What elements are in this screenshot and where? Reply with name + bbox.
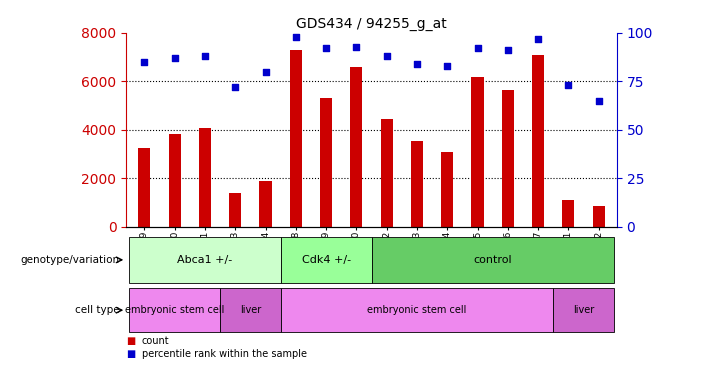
Point: [533, 36, 544, 42]
Bar: [592, 206, 605, 227]
Bar: [532, 55, 544, 227]
FancyBboxPatch shape: [220, 288, 280, 332]
Text: Abca1 +/-: Abca1 +/-: [177, 255, 233, 265]
Point: [260, 69, 271, 75]
Bar: [138, 148, 151, 227]
Point: [139, 59, 150, 65]
Text: percentile rank within the sample: percentile rank within the sample: [142, 349, 306, 359]
Point: [563, 82, 574, 88]
FancyBboxPatch shape: [129, 288, 220, 332]
FancyBboxPatch shape: [280, 288, 553, 332]
Text: ■: ■: [126, 336, 135, 346]
Bar: [411, 141, 423, 227]
Bar: [168, 134, 181, 227]
Point: [442, 63, 453, 69]
Bar: [229, 193, 241, 227]
Text: embryonic stem cell: embryonic stem cell: [367, 305, 467, 315]
Text: liver: liver: [240, 305, 261, 315]
FancyBboxPatch shape: [280, 237, 372, 283]
Bar: [199, 127, 211, 227]
Text: embryonic stem cell: embryonic stem cell: [125, 305, 224, 315]
Point: [411, 61, 423, 67]
Point: [593, 98, 604, 104]
Point: [169, 55, 180, 61]
Point: [350, 44, 362, 49]
Bar: [381, 119, 393, 227]
Text: Cdk4 +/-: Cdk4 +/-: [301, 255, 350, 265]
Point: [381, 53, 393, 59]
Text: ■: ■: [126, 349, 135, 359]
Point: [290, 34, 301, 40]
Text: liver: liver: [573, 305, 594, 315]
Bar: [259, 181, 271, 227]
Bar: [320, 98, 332, 227]
Text: control: control: [473, 255, 512, 265]
Text: genotype/variation: genotype/variation: [20, 255, 119, 265]
Text: cell type: cell type: [74, 305, 119, 315]
Bar: [350, 67, 362, 227]
Bar: [472, 76, 484, 227]
Bar: [502, 90, 514, 227]
FancyBboxPatch shape: [372, 237, 614, 283]
Point: [320, 45, 332, 51]
Point: [472, 45, 483, 51]
Point: [502, 48, 513, 53]
Bar: [290, 50, 302, 227]
Point: [230, 84, 241, 90]
Text: count: count: [142, 336, 169, 346]
FancyBboxPatch shape: [553, 288, 614, 332]
Point: [199, 53, 210, 59]
FancyBboxPatch shape: [129, 237, 280, 283]
Title: GDS434 / 94255_g_at: GDS434 / 94255_g_at: [296, 16, 447, 30]
Bar: [562, 200, 575, 227]
Bar: [441, 152, 454, 227]
